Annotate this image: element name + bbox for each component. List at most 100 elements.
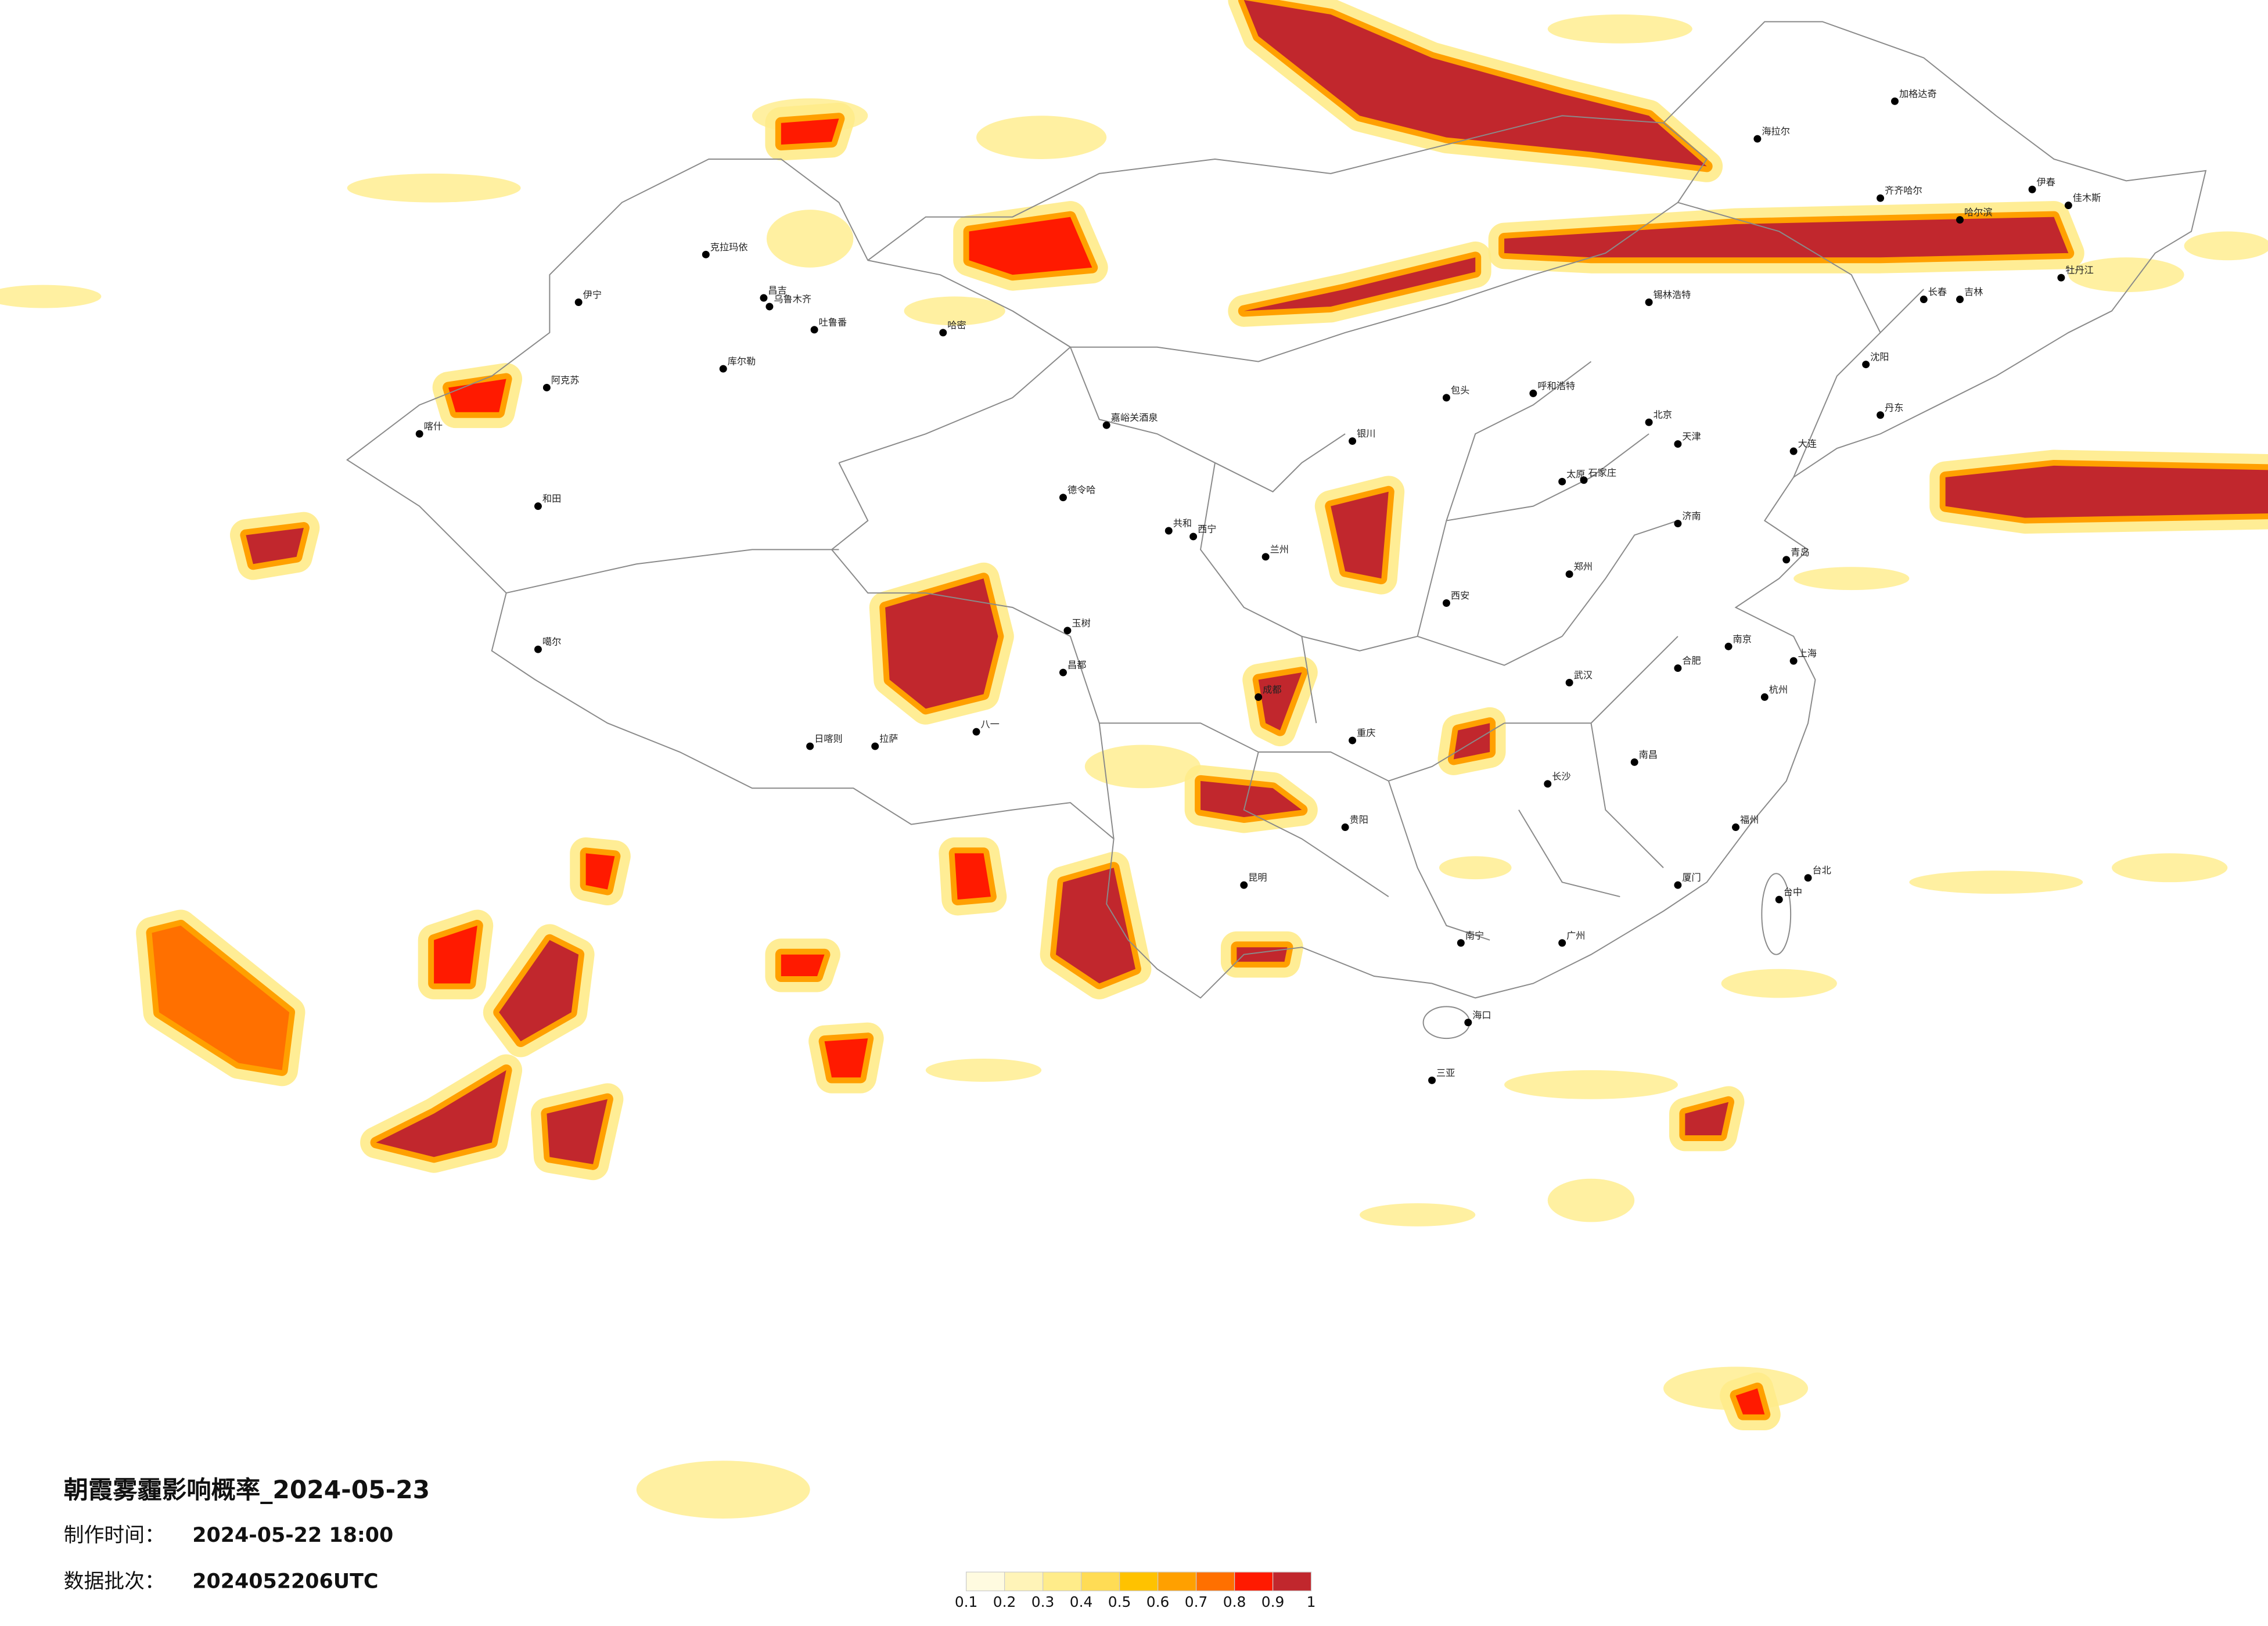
city-label: 贵阳: [1350, 814, 1368, 825]
city-dot: [1349, 437, 1357, 445]
haze-light: [2184, 231, 2268, 261]
city-dot: [1558, 477, 1566, 485]
city-dot: [702, 250, 710, 258]
city-label: 北京: [1654, 409, 1672, 420]
city-dot: [1428, 1076, 1436, 1084]
haze-core: [434, 925, 477, 984]
legend-swatch: [1234, 1571, 1274, 1592]
city-dot: [760, 294, 768, 302]
city-dot: [1645, 418, 1653, 426]
city-dot: [1789, 447, 1798, 455]
city-label: 八一: [981, 719, 1000, 730]
city-dot: [1804, 874, 1812, 882]
legend-swatch: [1272, 1571, 1312, 1592]
city-dot: [1674, 664, 1682, 672]
legend-swatch: [1080, 1571, 1120, 1592]
haze-light: [0, 285, 102, 308]
city-label: 和田: [542, 493, 561, 504]
city-label: 乌鲁木齐: [774, 294, 811, 305]
city-label: 台北: [1813, 865, 1831, 876]
legend-tick-label: 0.6: [1146, 1593, 1170, 1610]
city-label: 伊春: [2037, 177, 2055, 188]
city-dot: [1674, 520, 1682, 528]
city-label: 库尔勒: [728, 356, 756, 367]
city-label: 锡林浩特: [1654, 289, 1691, 300]
city-label: 西安: [1451, 590, 1469, 601]
haze-light: [1909, 870, 2083, 894]
city-dot: [1775, 895, 1783, 904]
city-label: 加格达奇: [1899, 88, 1937, 99]
city-label: 吉林: [1964, 286, 1983, 297]
city-label: 共和: [1173, 518, 1192, 529]
legend-swatch: [965, 1571, 1005, 1592]
city-dot: [1565, 570, 1573, 578]
city-dot: [810, 326, 818, 334]
city-dot: [1877, 411, 1885, 419]
city-dot: [1862, 361, 1870, 369]
city-label: 南宁: [1465, 930, 1484, 941]
city-label: 郑州: [1574, 561, 1593, 572]
made-label: 制作时间：: [64, 1524, 165, 1547]
city-dot: [1920, 296, 1928, 303]
header: 朝霞雾霾影响概率_2024-05-23 制作时间： 2024-05-22 18:…: [64, 1476, 430, 1593]
city-label: 济南: [1682, 510, 1701, 521]
city-label: 太原: [1566, 469, 1585, 480]
city-dot: [1890, 97, 1899, 105]
haze-core: [152, 925, 290, 1070]
city-label: 昌都: [1067, 660, 1086, 671]
legend-swatch: [1195, 1571, 1235, 1592]
city-label: 台中: [1784, 887, 1802, 898]
legend-tick-label: 0.2: [993, 1593, 1016, 1610]
haze-core: [1258, 672, 1302, 731]
haze-light: [1793, 567, 1910, 591]
haze-light: [1084, 744, 1201, 789]
city-dot: [1558, 939, 1566, 947]
city-label: 克拉玛依: [710, 242, 748, 253]
haze-light: [347, 173, 521, 203]
haze-core: [824, 1038, 868, 1078]
haze-core: [1453, 723, 1490, 760]
city-dot: [1565, 679, 1573, 686]
city-label: 喀什: [424, 421, 443, 432]
haze-light: [2112, 853, 2228, 883]
haze-light: [976, 116, 1107, 159]
city-label: 丹东: [1885, 402, 1903, 413]
city-label: 海拉尔: [1762, 126, 1790, 137]
city-label: 石家庄: [1588, 467, 1616, 478]
city-label: 银川: [1357, 428, 1375, 439]
city-dot: [1059, 668, 1067, 677]
city-label: 上海: [1798, 648, 1817, 659]
city-label: 包头: [1451, 384, 1469, 395]
city-dot: [574, 298, 583, 306]
city-label: 呼和浩特: [1537, 380, 1575, 391]
city-dot: [1789, 657, 1798, 665]
city-dot: [2057, 274, 2065, 282]
city-label: 伊宁: [583, 289, 602, 300]
legend-tick-label: 0.9: [1261, 1593, 1285, 1610]
city-label: 玉树: [1072, 617, 1090, 628]
city-dot: [1782, 556, 1791, 564]
haze-core: [969, 217, 1092, 275]
haze-core: [1243, 0, 1707, 167]
haze-light: [1504, 1070, 1678, 1099]
city-label: 佳木斯: [2073, 192, 2101, 203]
haze-core: [376, 1070, 506, 1157]
city-label: 嘉峪关酒泉: [1111, 412, 1158, 423]
haze-core: [1685, 1102, 1729, 1135]
boundaries: [346, 21, 2207, 1039]
city-dot: [1464, 1019, 1472, 1027]
haze-light: [636, 1460, 810, 1519]
city-dot: [1189, 533, 1198, 541]
city-dot: [534, 502, 542, 510]
haze-core: [547, 1099, 608, 1164]
city-dot: [939, 329, 947, 337]
city-label: 南京: [1733, 634, 1752, 645]
city-label: 阿克苏: [551, 375, 580, 386]
city-label: 海口: [1472, 1009, 1491, 1020]
city-dot: [1261, 553, 1270, 561]
city-label: 厦门: [1682, 872, 1701, 883]
city-label: 武汉: [1574, 670, 1593, 681]
title: 朝霞雾霾影响概率_2024-05-23: [64, 1476, 430, 1504]
city-label: 昆明: [1248, 872, 1267, 883]
